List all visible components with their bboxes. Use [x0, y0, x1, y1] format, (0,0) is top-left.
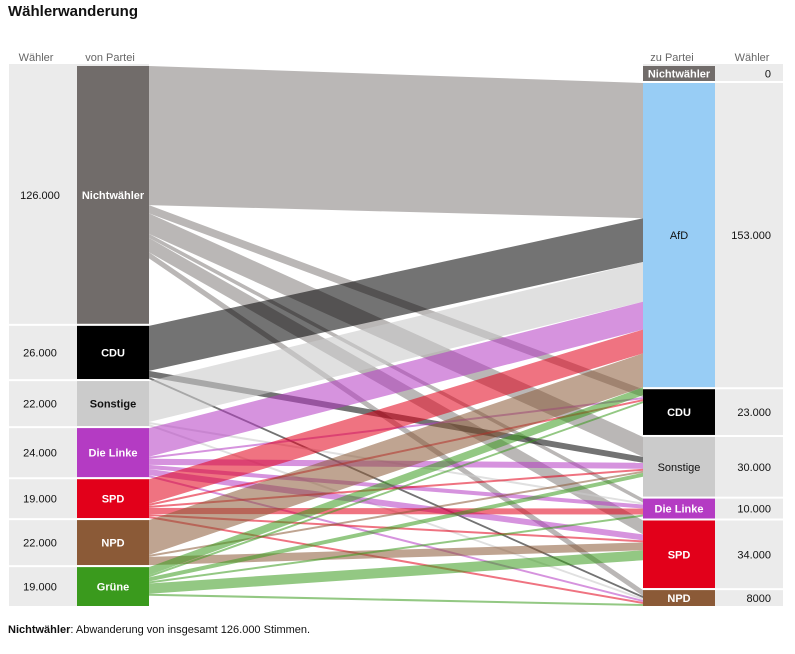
flow-gruene-to-sonstige[interactable] [149, 472, 643, 582]
source-label-spd: SPD [102, 494, 125, 506]
header-from-party: von Partei [85, 52, 135, 64]
footer-note: Nichtwähler: Abwanderung von insgesamt 1… [8, 624, 310, 636]
source-value-nichtwaehler: 126.000 [20, 190, 60, 202]
target-bar-sonstige[interactable] [643, 436, 715, 497]
source-value-sonstige: 22.000 [23, 399, 57, 411]
target-value-spd: 34.000 [737, 549, 771, 561]
source-label-gruene: Grüne [97, 582, 129, 594]
source-bar-nichtwaehler[interactable] [77, 66, 149, 324]
source-value-npd: 22.000 [23, 538, 57, 550]
flow-cdu-to-afd[interactable] [149, 218, 643, 371]
target-value-die-linke: 10.000 [737, 504, 771, 516]
target-bar-spd[interactable] [643, 520, 715, 589]
source-bar-cdu[interactable] [77, 325, 149, 380]
source-bar-spd[interactable] [77, 479, 149, 519]
source-value-die-linke: 24.000 [23, 448, 57, 460]
target-label-sonstige: Sonstige [658, 462, 701, 474]
flow-npd-to-afd[interactable] [149, 353, 643, 555]
target-bar-afd[interactable] [643, 83, 715, 388]
header-right-voters: Wähler [735, 52, 770, 64]
target-label-afd: AfD [670, 230, 688, 242]
flow-sonstige-to-afd[interactable] [149, 261, 643, 422]
flow-npd-to-spd[interactable] [149, 542, 643, 566]
target-bar-die-linke[interactable] [643, 498, 715, 519]
flow-gruene-to-die-linke[interactable] [149, 514, 643, 584]
header-left-voters: Wähler [19, 52, 54, 64]
flow-die-linke-to-die-linke[interactable] [149, 464, 643, 509]
flow-gruene-to-spd[interactable] [149, 550, 643, 594]
flow-spd-to-afd[interactable] [149, 329, 643, 504]
footer-text: : Abwanderung von insgesamt 126.000 Stim… [70, 624, 311, 636]
flow-gruene-to-npd[interactable] [149, 593, 643, 606]
target-bar-nichtwaehler[interactable] [643, 66, 715, 81]
target-value-npd: 8000 [747, 593, 771, 605]
target-value-cdu: 23.000 [737, 407, 771, 419]
flows-layer [149, 66, 643, 606]
source-label-nichtwaehler: Nichtwähler [82, 190, 145, 202]
source-label-npd: NPD [101, 538, 124, 550]
target-bar-cdu[interactable] [643, 389, 715, 435]
source-bar-sonstige[interactable] [77, 381, 149, 427]
source-value-cdu: 26.000 [23, 347, 57, 359]
target-label-die-linke: Die Linke [655, 504, 704, 516]
source-value-spd: 19.000 [23, 494, 57, 506]
sankey-chart: Nichtwähler 126.000 CDU 26.000 Sonstige 22.00… [9, 52, 783, 606]
nodes-layer: Nichtwähler 126.000 CDU 26.000 Sonstige 22.00… [9, 66, 783, 606]
target-value-sonstige: 30.000 [737, 462, 771, 474]
source-label-die-linke: Die Linke [89, 448, 138, 460]
target-value-nichtwaehler: 0 [765, 69, 771, 81]
footer-bold: Nichtwähler [8, 624, 71, 636]
target-label-nichtwaehler: Nichtwähler [648, 69, 711, 81]
flow-die-linke-to-afd[interactable] [149, 301, 643, 457]
flow-gruene-to-afd[interactable] [149, 387, 643, 576]
source-label-cdu: CDU [101, 347, 125, 359]
source-bar-die-linke[interactable] [77, 428, 149, 478]
source-bar-npd[interactable] [77, 520, 149, 566]
flow-npd-to-sonstige[interactable] [149, 470, 643, 557]
chart-title: Wählerwanderung [8, 3, 139, 20]
source-bar-gruene[interactable] [77, 567, 149, 606]
header-to-party: zu Partei [650, 52, 693, 64]
target-label-spd: SPD [668, 549, 691, 561]
flow-nichtwaehler-to-afd[interactable] [149, 66, 643, 219]
target-bar-npd[interactable] [643, 590, 715, 606]
source-value-gruene: 19.000 [23, 582, 57, 594]
flow-spd-to-npd[interactable] [149, 516, 643, 605]
target-value-afd: 153.000 [731, 230, 771, 242]
source-label-sonstige: Sonstige [90, 399, 136, 411]
target-label-cdu: CDU [667, 407, 691, 419]
target-label-npd: NPD [667, 593, 690, 605]
flow-gruene-to-cdu[interactable] [149, 401, 643, 578]
